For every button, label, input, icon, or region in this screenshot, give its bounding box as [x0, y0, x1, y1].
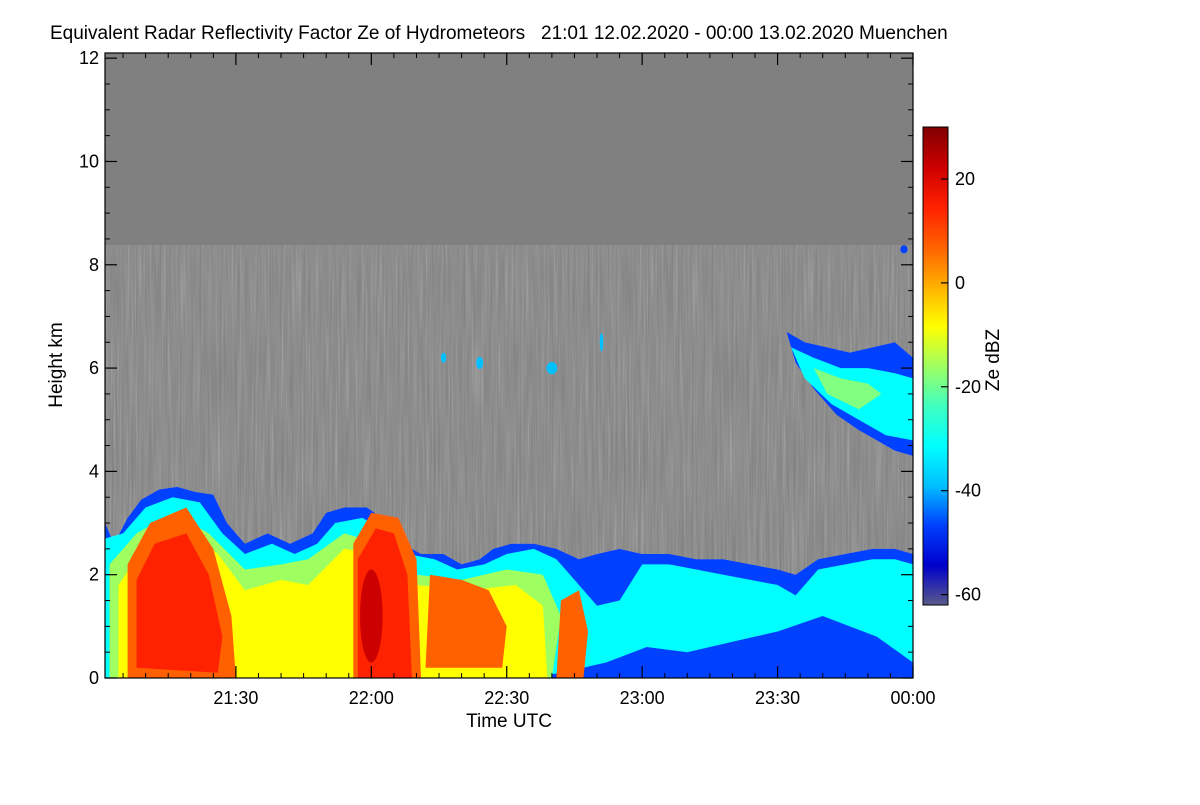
echo-patch — [546, 361, 558, 375]
echo-patch — [900, 245, 908, 254]
y-tick-label: 6 — [89, 358, 99, 378]
colorbar-tick-label: -40 — [955, 481, 981, 501]
echo-core-dark-red — [360, 569, 383, 663]
x-tick-label: 22:00 — [349, 688, 394, 708]
echo-core-red-1 — [136, 533, 223, 673]
colorbar-tick-label: 20 — [955, 169, 975, 189]
echo-patch — [440, 352, 447, 363]
echo-patch — [476, 356, 484, 370]
echo-core-orange-3 — [425, 574, 507, 668]
colorbar-axis: 20 0 -20 -40 -60 — [941, 169, 981, 605]
x-axis-label: Time UTC — [466, 711, 552, 732]
x-tick-label: 00:00 — [890, 688, 935, 708]
colorbar-label: Ze dBZ — [983, 328, 1004, 391]
y-tick-label: 2 — [89, 565, 99, 585]
x-tick-label: 22:30 — [484, 688, 529, 708]
x-tick-label: 23:30 — [755, 688, 800, 708]
echo-patch — [599, 332, 604, 352]
colorbar-tick-label: -60 — [955, 585, 981, 605]
y-tick-label: 0 — [89, 668, 99, 688]
echo-upper-cloud-green — [813, 368, 882, 410]
x-tick-label: 23:00 — [620, 688, 665, 708]
y-axis-label: Height km — [46, 322, 67, 408]
colorbar — [922, 126, 949, 606]
echo-core-orange-4 — [556, 590, 588, 678]
y-tick-label: 10 — [79, 151, 99, 171]
y-tick-label: 8 — [89, 255, 99, 275]
x-tick-label: 21:30 — [213, 688, 258, 708]
x-axis: 21:30 22:00 22:30 23:00 23:30 00:00 — [122, 53, 936, 708]
echo-layer — [105, 245, 913, 678]
chart-title: Equivalent Radar Reflectivity Factor Ze … — [50, 23, 948, 44]
y-tick-label: 4 — [89, 461, 99, 481]
y-axis: 0 2 4 6 8 10 12 — [79, 48, 913, 688]
y-tick-label: 12 — [79, 48, 99, 68]
colorbar-tick-label: 0 — [955, 273, 965, 293]
colorbar-tick-label: -20 — [955, 377, 981, 397]
plot-frame — [104, 52, 914, 679]
echo-fill — [105, 245, 913, 678]
